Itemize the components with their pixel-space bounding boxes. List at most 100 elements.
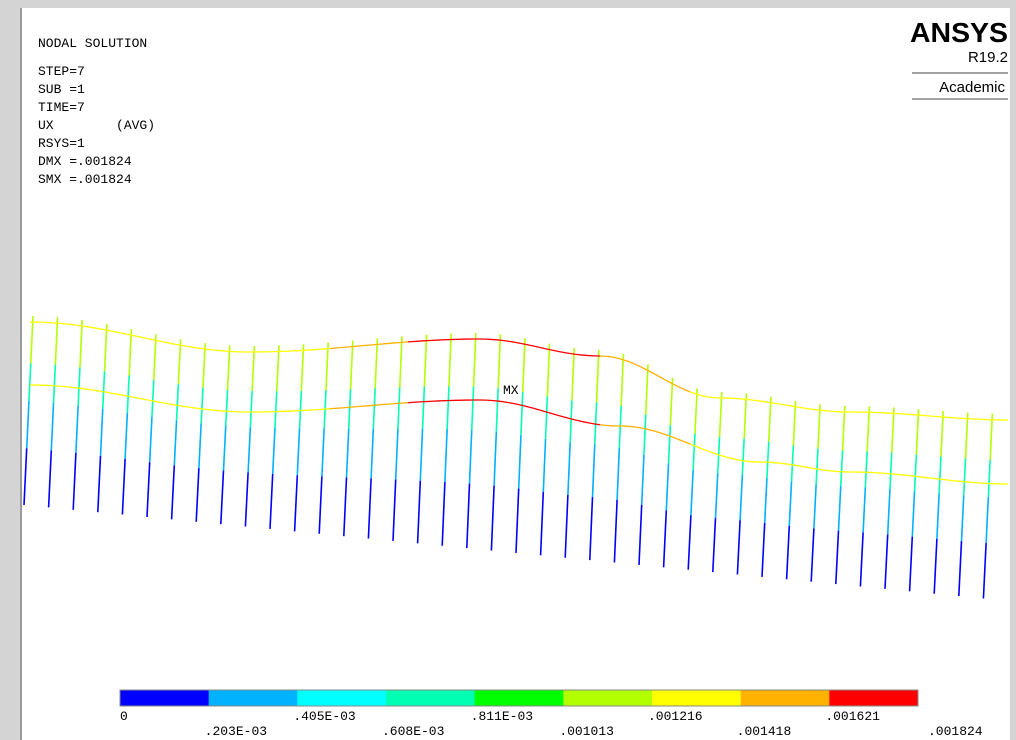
mesh-edge xyxy=(216,350,222,351)
mesh-edge xyxy=(348,346,354,347)
legend-label: .001216 xyxy=(648,709,703,724)
mesh-edge xyxy=(810,409,816,410)
mesh-edge xyxy=(378,344,384,345)
legend-swatch xyxy=(475,690,564,706)
mesh-edge xyxy=(186,407,192,408)
mesh-edge xyxy=(954,481,960,482)
mesh-edge xyxy=(78,388,84,389)
mesh-edge xyxy=(582,355,588,356)
mesh-edge xyxy=(192,408,198,409)
logo-brand: ANSYS xyxy=(910,17,1008,48)
mesh-edge xyxy=(756,400,762,401)
legend-swatch xyxy=(120,690,209,706)
mesh-edge xyxy=(762,401,768,402)
legend-label: .811E-03 xyxy=(471,709,533,724)
legend-label: .001621 xyxy=(825,709,880,724)
legend-label: .001824 xyxy=(928,724,983,739)
mesh-edge xyxy=(72,325,78,326)
mesh-edge xyxy=(498,401,504,402)
mesh-edge xyxy=(204,349,210,350)
mesh-edge xyxy=(210,410,216,411)
mesh-edge xyxy=(936,479,942,480)
mesh-edge xyxy=(60,323,66,324)
legend-swatch xyxy=(563,690,652,706)
mesh-edge xyxy=(60,386,66,387)
legend-label: .203E-03 xyxy=(205,724,267,739)
mesh-edge xyxy=(372,344,378,345)
legend-label: .001418 xyxy=(737,724,792,739)
mesh-edge xyxy=(630,426,636,427)
mesh-edge xyxy=(66,387,72,388)
mesh-edge xyxy=(744,399,750,400)
mesh-edge xyxy=(366,345,372,346)
mesh-edge xyxy=(210,350,216,351)
mesh-edge xyxy=(828,471,834,472)
mesh-edge xyxy=(948,480,954,481)
legend-label: 0 xyxy=(120,709,128,724)
mesh-edge xyxy=(918,477,924,478)
legend-label: .608E-03 xyxy=(382,724,444,739)
legend-swatch xyxy=(209,690,298,706)
legend-swatch xyxy=(829,690,918,706)
mesh-edge xyxy=(576,354,582,355)
mesh-edge xyxy=(906,475,912,476)
mesh-edge xyxy=(804,408,810,409)
mesh-edge xyxy=(192,347,198,348)
mesh-edge xyxy=(600,425,606,426)
mesh-edge xyxy=(198,408,204,409)
mesh-edge xyxy=(342,347,348,348)
header-line: UX (AVG) xyxy=(38,118,155,133)
mesh-edge xyxy=(816,469,822,470)
legend-swatch xyxy=(741,690,830,706)
header-line: DMX =.001824 xyxy=(38,154,132,169)
mesh-edge xyxy=(498,340,504,341)
mesh-edge xyxy=(888,474,894,475)
mesh-edge xyxy=(912,476,918,477)
max-marker: MX xyxy=(503,383,519,398)
graphics-window xyxy=(22,8,1010,740)
mesh-edge xyxy=(774,463,780,464)
mesh-edge xyxy=(708,397,714,398)
header-line: SMX =.001824 xyxy=(38,172,132,187)
mesh-edge xyxy=(822,410,828,411)
legend-swatch xyxy=(297,690,386,706)
legend-label: .405E-03 xyxy=(293,709,355,724)
mesh-edge xyxy=(78,325,84,326)
mesh-edge xyxy=(504,341,510,342)
legend-label: .001013 xyxy=(559,724,614,739)
logo-version: R19.2 xyxy=(968,49,1008,66)
legend-swatch xyxy=(386,690,475,706)
mesh-edge xyxy=(90,390,96,391)
mesh-edge xyxy=(780,463,786,464)
mesh-edge xyxy=(384,343,390,344)
screen: NODAL SOLUTION STEP=7 SUB =1 TIME=7 UX (AVG)… xyxy=(0,0,1016,740)
header-line: RSYS=1 xyxy=(38,136,85,151)
header-line: NODAL SOLUTION xyxy=(38,36,147,51)
mesh-edge xyxy=(354,346,360,347)
mesh-edge xyxy=(84,389,90,390)
header-line: TIME=7 xyxy=(38,100,85,115)
mesh-edge xyxy=(924,477,930,478)
header-line: STEP=7 xyxy=(38,64,85,79)
mesh-edge xyxy=(66,324,72,325)
mesh-edge xyxy=(966,482,972,483)
mesh-edge xyxy=(786,464,792,465)
mesh-edge xyxy=(198,348,204,349)
mesh-edge xyxy=(570,354,576,355)
mesh-edge xyxy=(930,478,936,479)
header-line: SUB =1 xyxy=(38,82,85,97)
mesh-edge xyxy=(492,400,498,401)
mesh-edge xyxy=(84,326,90,327)
mesh-edge xyxy=(204,409,210,410)
mesh-edge xyxy=(822,470,828,471)
mesh-edge xyxy=(606,356,612,357)
mesh-edge xyxy=(798,407,804,408)
mesh-edge xyxy=(900,475,906,476)
mesh-edge xyxy=(942,479,948,480)
mesh-edge xyxy=(594,424,600,425)
mesh-edge xyxy=(750,400,756,401)
mesh-edge xyxy=(894,474,900,475)
mesh-edge xyxy=(72,387,78,388)
mesh-edge xyxy=(816,410,822,411)
logo-edition: Academic xyxy=(939,79,1005,96)
